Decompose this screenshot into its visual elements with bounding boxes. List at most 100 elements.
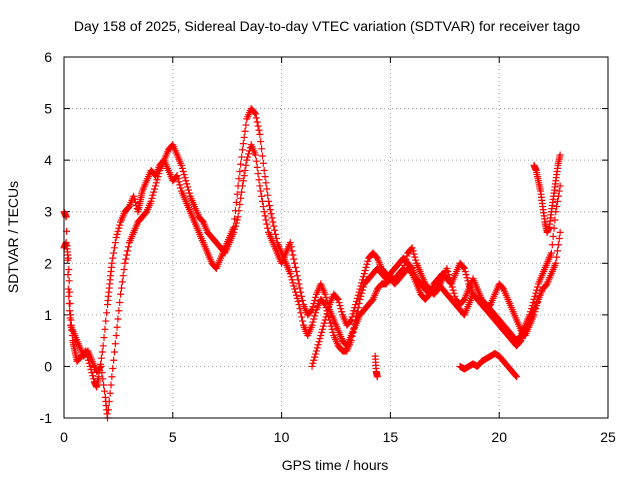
data-point (175, 178, 183, 186)
data-point (553, 253, 561, 261)
data-point (552, 259, 560, 267)
data-point (316, 335, 324, 343)
data-point (265, 197, 273, 205)
data-point (252, 114, 260, 122)
data-point (152, 179, 160, 187)
data-point (257, 138, 265, 146)
data-point (184, 186, 192, 194)
data-point (253, 163, 261, 171)
data-point (65, 300, 73, 308)
data-point (359, 276, 367, 284)
data-point (256, 182, 264, 190)
data-point (261, 212, 269, 220)
data-point (235, 175, 243, 183)
data-point (312, 293, 320, 301)
data-point (105, 397, 113, 405)
data-point (181, 174, 189, 182)
data-point (308, 362, 316, 370)
data-point (251, 109, 259, 117)
data-point (151, 185, 159, 193)
data-point (298, 292, 306, 300)
data-point (120, 265, 128, 273)
data-point (411, 253, 419, 261)
data-point (293, 294, 301, 302)
data-point (310, 315, 318, 323)
data-point (118, 278, 126, 286)
data-point (461, 268, 469, 276)
x-tick-label: 5 (169, 429, 177, 445)
data-point (241, 166, 249, 174)
data-point (361, 267, 369, 275)
data-point (66, 288, 74, 296)
data-point (130, 192, 138, 200)
data-point (556, 182, 564, 190)
data-point (111, 340, 119, 348)
data-point (88, 369, 96, 377)
data-point (173, 172, 181, 180)
data-point (237, 194, 245, 202)
series-spike (371, 352, 381, 381)
data-point (311, 296, 319, 304)
data-point (321, 316, 329, 324)
data-point (263, 220, 271, 228)
data-point (287, 243, 295, 251)
data-point (260, 208, 268, 216)
data-point (109, 364, 117, 372)
data-point (231, 225, 239, 233)
data-point (116, 298, 124, 306)
data-point (362, 263, 370, 271)
data-point (234, 213, 242, 221)
data-point (354, 291, 362, 299)
data-point (251, 110, 259, 118)
data-point (177, 184, 185, 192)
data-point (463, 274, 471, 282)
data-point (298, 313, 306, 321)
data-point (97, 362, 105, 370)
data-point (102, 317, 110, 325)
data-point (556, 228, 564, 236)
grid (64, 57, 608, 418)
data-point (328, 325, 336, 333)
data-point (291, 259, 299, 267)
data-point (551, 216, 559, 224)
data-point (174, 175, 182, 183)
series-track-b (60, 141, 564, 422)
data-point (131, 195, 139, 203)
data-point (291, 285, 299, 293)
data-point (269, 218, 277, 226)
data-point (359, 273, 367, 281)
data-point (131, 198, 139, 206)
data-point (309, 318, 317, 326)
data-point (254, 122, 262, 130)
data-point (109, 254, 117, 262)
data-point (151, 182, 159, 190)
data-point (353, 294, 361, 302)
data-point (237, 160, 245, 168)
data-point (86, 362, 94, 370)
data-point (333, 294, 341, 302)
data-point (309, 359, 317, 367)
data-point (357, 282, 365, 290)
data-point (103, 309, 111, 317)
data-point (240, 133, 248, 141)
data-point (363, 260, 371, 268)
data-point (530, 311, 538, 319)
data-point (98, 369, 106, 377)
data-point (114, 227, 122, 235)
data-point (288, 276, 296, 284)
data-point (233, 216, 241, 224)
data-point (548, 241, 556, 249)
data-point (326, 319, 334, 327)
y-tick-label: -1 (40, 410, 53, 426)
data-point (315, 338, 323, 346)
data-point (351, 304, 359, 312)
data-point (113, 230, 121, 238)
data-point (66, 314, 74, 322)
data-point (238, 153, 246, 161)
data-point (321, 290, 329, 298)
data-point (358, 279, 366, 287)
data-point (336, 302, 344, 310)
data-point (117, 284, 125, 292)
data-point (349, 310, 357, 318)
